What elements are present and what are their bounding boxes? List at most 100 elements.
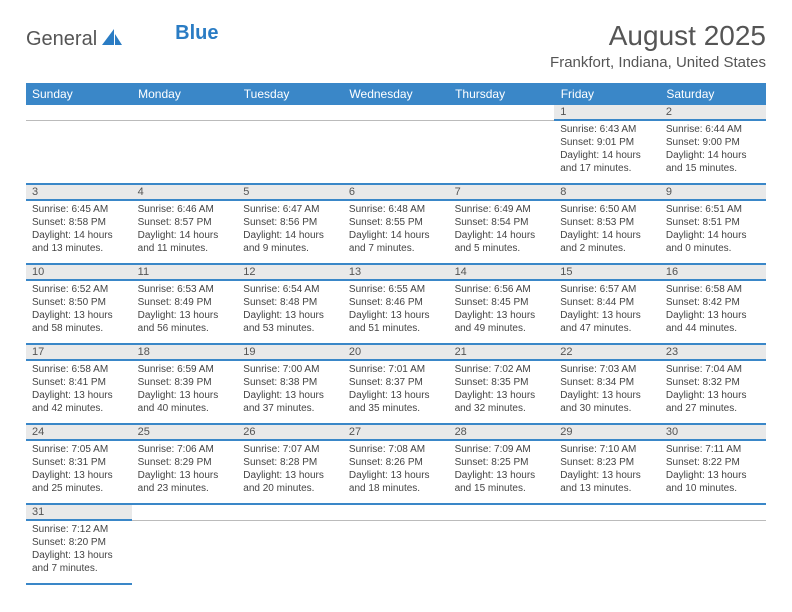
day-data: Sunrise: 6:47 AMSunset: 8:56 PMDaylight:… [237, 201, 343, 259]
daynum-cell: 24 [26, 424, 132, 440]
day-line: Daylight: 13 hours [243, 309, 337, 322]
daynum-cell [237, 105, 343, 120]
week-5-data-row: Sunrise: 7:12 AMSunset: 8:20 PMDaylight:… [26, 520, 766, 584]
week-5-daynum-row: 31 [26, 504, 766, 520]
day-number: 7 [449, 185, 555, 199]
day-number: 21 [449, 345, 555, 359]
day-line: Daylight: 13 hours [560, 389, 654, 402]
daydata-cell: Sunrise: 7:10 AMSunset: 8:23 PMDaylight:… [554, 440, 660, 504]
day-line: Daylight: 13 hours [349, 469, 443, 482]
day-number: 20 [343, 345, 449, 359]
daynum-cell: 23 [660, 344, 766, 360]
day-number: 2 [660, 105, 766, 119]
day-line: Daylight: 14 hours [243, 229, 337, 242]
daydata-cell: Sunrise: 7:05 AMSunset: 8:31 PMDaylight:… [26, 440, 132, 504]
day-number: 27 [343, 425, 449, 439]
daynum-cell [132, 105, 238, 120]
daydata-cell: Sunrise: 6:53 AMSunset: 8:49 PMDaylight:… [132, 280, 238, 344]
day-line: Sunrise: 6:45 AM [32, 203, 126, 216]
day-line: Sunrise: 7:12 AM [32, 523, 126, 536]
daynum-cell [26, 105, 132, 120]
day-data: Sunrise: 6:44 AMSunset: 9:00 PMDaylight:… [660, 121, 766, 179]
day-line: Sunrise: 7:10 AM [560, 443, 654, 456]
daydata-cell: Sunrise: 6:56 AMSunset: 8:45 PMDaylight:… [449, 280, 555, 344]
week-0-data-row: Sunrise: 6:43 AMSunset: 9:01 PMDaylight:… [26, 120, 766, 184]
day-line: and 15 minutes. [455, 482, 549, 495]
daydata-cell: Sunrise: 7:09 AMSunset: 8:25 PMDaylight:… [449, 440, 555, 504]
daynum-cell: 10 [26, 264, 132, 280]
day-line: Sunset: 8:39 PM [138, 376, 232, 389]
day-line: Daylight: 13 hours [138, 389, 232, 402]
day-line: and 20 minutes. [243, 482, 337, 495]
daydata-cell [449, 520, 555, 584]
day-line: Sunrise: 6:57 AM [560, 283, 654, 296]
daynum-cell [554, 504, 660, 520]
day-line: and 11 minutes. [138, 242, 232, 255]
day-line: and 13 minutes. [560, 482, 654, 495]
day-number: 30 [660, 425, 766, 439]
day-line: Sunset: 8:28 PM [243, 456, 337, 469]
day-line: Sunset: 8:51 PM [666, 216, 760, 229]
day-number: 31 [26, 505, 132, 519]
day-line: Sunset: 8:53 PM [560, 216, 654, 229]
day-line: Sunset: 8:23 PM [560, 456, 654, 469]
day-data: Sunrise: 7:00 AMSunset: 8:38 PMDaylight:… [237, 361, 343, 419]
day-data: Sunrise: 7:02 AMSunset: 8:35 PMDaylight:… [449, 361, 555, 419]
day-number: 6 [343, 185, 449, 199]
daynum-cell [343, 504, 449, 520]
day-line: Daylight: 13 hours [243, 469, 337, 482]
day-line: Sunset: 8:42 PM [666, 296, 760, 309]
week-2-data-row: Sunrise: 6:52 AMSunset: 8:50 PMDaylight:… [26, 280, 766, 344]
daynum-cell: 25 [132, 424, 238, 440]
day-data: Sunrise: 6:58 AMSunset: 8:41 PMDaylight:… [26, 361, 132, 419]
daydata-cell: Sunrise: 6:51 AMSunset: 8:51 PMDaylight:… [660, 200, 766, 264]
day-line: Sunrise: 6:48 AM [349, 203, 443, 216]
day-line: Sunset: 8:58 PM [32, 216, 126, 229]
day-line: Daylight: 14 hours [560, 149, 654, 162]
logo-text-general: General [26, 28, 97, 51]
day-line: Sunrise: 7:08 AM [349, 443, 443, 456]
daydata-cell [237, 520, 343, 584]
day-line: and 7 minutes. [349, 242, 443, 255]
day-data: Sunrise: 7:10 AMSunset: 8:23 PMDaylight:… [554, 441, 660, 499]
daynum-cell: 18 [132, 344, 238, 360]
day-line: Sunset: 8:56 PM [243, 216, 337, 229]
day-line: and 0 minutes. [666, 242, 760, 255]
day-data: Sunrise: 7:09 AMSunset: 8:25 PMDaylight:… [449, 441, 555, 499]
day-line: Sunset: 8:49 PM [138, 296, 232, 309]
day-line: and 17 minutes. [560, 162, 654, 175]
day-line: Daylight: 14 hours [349, 229, 443, 242]
week-1-data-row: Sunrise: 6:45 AMSunset: 8:58 PMDaylight:… [26, 200, 766, 264]
daydata-cell: Sunrise: 6:50 AMSunset: 8:53 PMDaylight:… [554, 200, 660, 264]
day-line: Daylight: 13 hours [560, 469, 654, 482]
day-data: Sunrise: 6:57 AMSunset: 8:44 PMDaylight:… [554, 281, 660, 339]
day-line: Sunset: 8:31 PM [32, 456, 126, 469]
daydata-cell: Sunrise: 6:43 AMSunset: 9:01 PMDaylight:… [554, 120, 660, 184]
day-line: and 32 minutes. [455, 402, 549, 415]
daynum-cell: 14 [449, 264, 555, 280]
day-line: Daylight: 14 hours [32, 229, 126, 242]
daynum-cell: 5 [237, 184, 343, 200]
dayheader-tuesday: Tuesday [237, 83, 343, 105]
day-data: Sunrise: 7:06 AMSunset: 8:29 PMDaylight:… [132, 441, 238, 499]
daynum-cell: 9 [660, 184, 766, 200]
day-number: 26 [237, 425, 343, 439]
day-line: and 40 minutes. [138, 402, 232, 415]
daydata-cell: Sunrise: 6:48 AMSunset: 8:55 PMDaylight:… [343, 200, 449, 264]
day-line: Daylight: 14 hours [138, 229, 232, 242]
day-line: Sunrise: 6:52 AM [32, 283, 126, 296]
day-line: Sunset: 8:34 PM [560, 376, 654, 389]
daydata-cell: Sunrise: 6:59 AMSunset: 8:39 PMDaylight:… [132, 360, 238, 424]
day-data: Sunrise: 7:07 AMSunset: 8:28 PMDaylight:… [237, 441, 343, 499]
daynum-cell: 6 [343, 184, 449, 200]
dayheader-saturday: Saturday [660, 83, 766, 105]
week-3-data-row: Sunrise: 6:58 AMSunset: 8:41 PMDaylight:… [26, 360, 766, 424]
day-line: Sunset: 8:38 PM [243, 376, 337, 389]
day-number: 17 [26, 345, 132, 359]
day-line: Sunset: 8:57 PM [138, 216, 232, 229]
day-data: Sunrise: 7:05 AMSunset: 8:31 PMDaylight:… [26, 441, 132, 499]
day-line: Daylight: 13 hours [138, 469, 232, 482]
day-line: Daylight: 13 hours [455, 389, 549, 402]
week-2-daynum-row: 10111213141516 [26, 264, 766, 280]
day-line: Sunrise: 6:56 AM [455, 283, 549, 296]
